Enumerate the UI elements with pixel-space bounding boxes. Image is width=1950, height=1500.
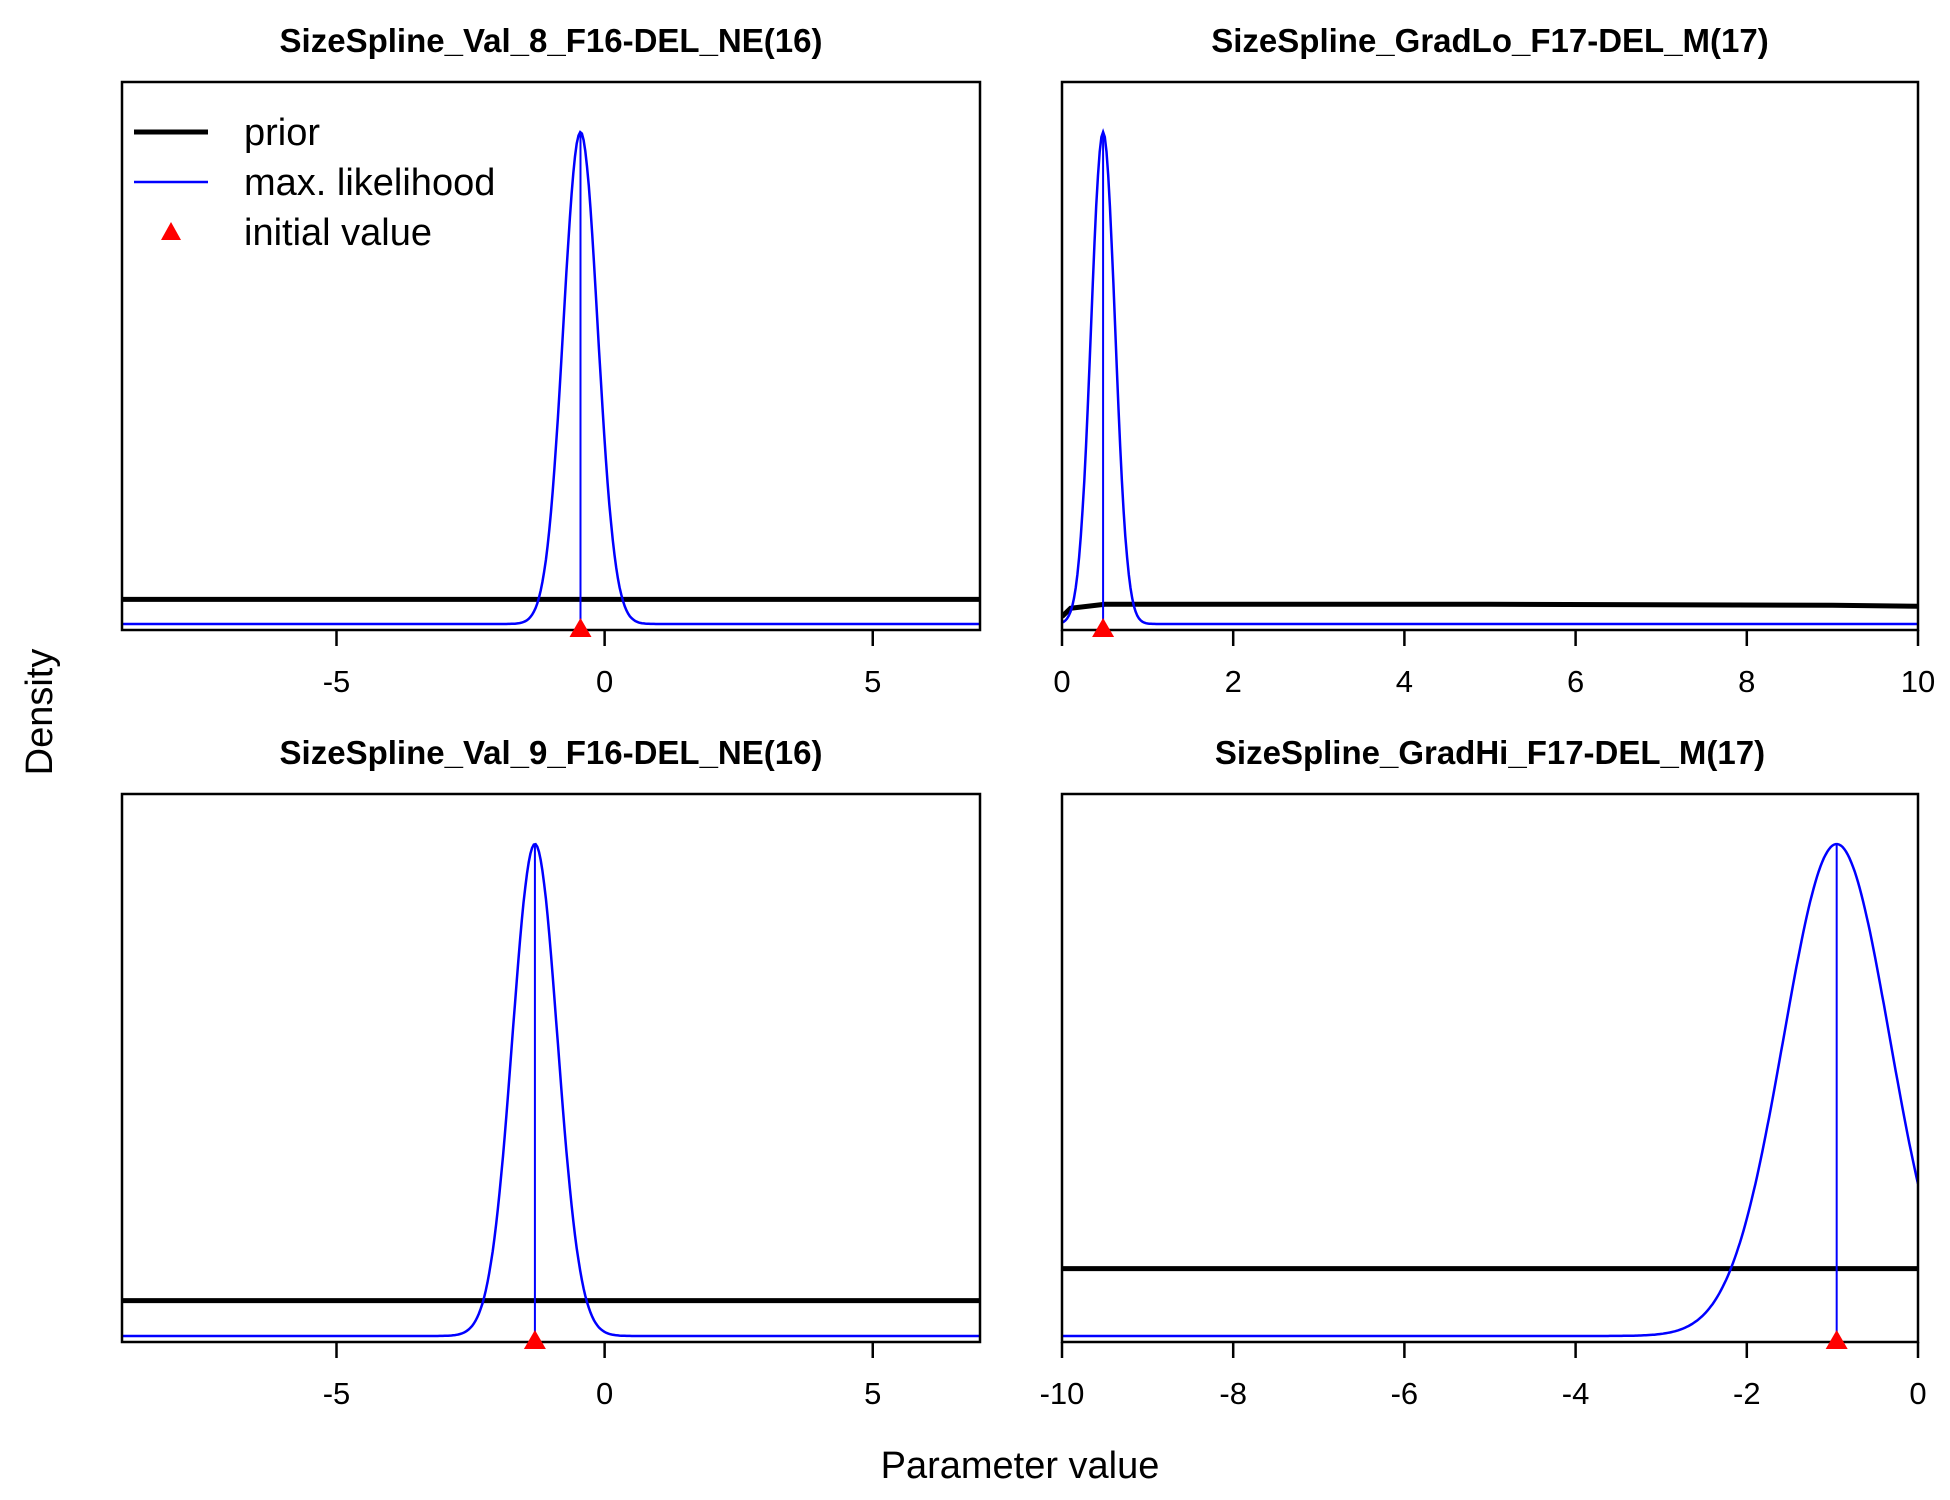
x-tick-label: 0 [596,1376,613,1411]
x-tick-label: 6 [1567,664,1584,699]
legend-item-max_likelihood: max. likelihood [134,162,495,204]
legend-label: initial value [244,212,432,254]
plot-area [122,842,980,1342]
panel-4: SizeSpline_GradHi_F17-DEL_M(17) -10 -8 -6 -4… [1040,734,1927,1411]
plot-frame [120,80,982,632]
x-tick-label: 8 [1738,664,1755,699]
y-axis-title: Density [19,649,61,776]
x-tick-label: 0 [1053,664,1070,699]
legend-symbol-initial [161,222,181,240]
x-axis-title: Parameter value [881,1445,1160,1487]
plot-frame [1060,792,1920,1344]
x-tick-label: -10 [1040,1376,1085,1411]
panel-2: SizeSpline_GradLo_F17-DEL_M(17) 0 2 4 6 8 10 [1053,22,1935,699]
plot-frame [1060,80,1920,632]
x-tick-label: 5 [864,664,881,699]
legend: prior max. likelihood initial value [134,112,495,254]
panel-title: SizeSpline_GradHi_F17-DEL_M(17) [1215,734,1765,771]
legend-item-prior: prior [134,112,320,154]
x-tick-label: -6 [1391,1376,1419,1411]
max-likelihood-curve [1062,842,1918,1338]
panel-1: SizeSpline_Val_8_F16-DEL_NE(16) -5 0 5 [120,22,982,699]
panel-title: SizeSpline_Val_9_F16-DEL_NE(16) [280,734,823,771]
initial-value-marker [523,1330,546,1349]
legend-item-initial: initial value [161,212,432,254]
x-tick-label: -4 [1562,1376,1590,1411]
x-tick-label: 10 [1901,664,1935,699]
x-tick-label: -8 [1219,1376,1247,1411]
plot-frame [120,792,982,1344]
panel-title: SizeSpline_GradLo_F17-DEL_M(17) [1211,22,1768,59]
x-tick-label: -5 [323,664,351,699]
x-tick-label: 2 [1225,664,1242,699]
plot-area [122,130,980,630]
plot-area [1062,842,1918,1342]
panel-3: SizeSpline_Val_9_F16-DEL_NE(16) -5 0 5 [120,734,982,1411]
x-tick-label: -5 [323,1376,351,1411]
initial-value-marker [569,618,592,637]
max-likelihood-curve [122,842,980,1338]
legend-label: prior [244,112,320,154]
x-tick-label: 5 [864,1376,881,1411]
legend-label: max. likelihood [244,162,495,204]
x-tick-label: 0 [596,664,613,699]
max-likelihood-curve [1062,128,1918,626]
plot-area [1062,128,1918,630]
x-tick-label: -2 [1733,1376,1761,1411]
x-tick-label: 4 [1396,664,1413,699]
x-tick-label: 0 [1909,1376,1926,1411]
panel-title: SizeSpline_Val_8_F16-DEL_NE(16) [280,22,823,59]
max-likelihood-curve [122,130,980,626]
initial-value-marker [1092,618,1115,637]
panels: SizeSpline_Val_8_F16-DEL_NE(16)-5 0 5SizeS… [120,22,1935,1411]
initial-value-marker [1825,1330,1848,1349]
